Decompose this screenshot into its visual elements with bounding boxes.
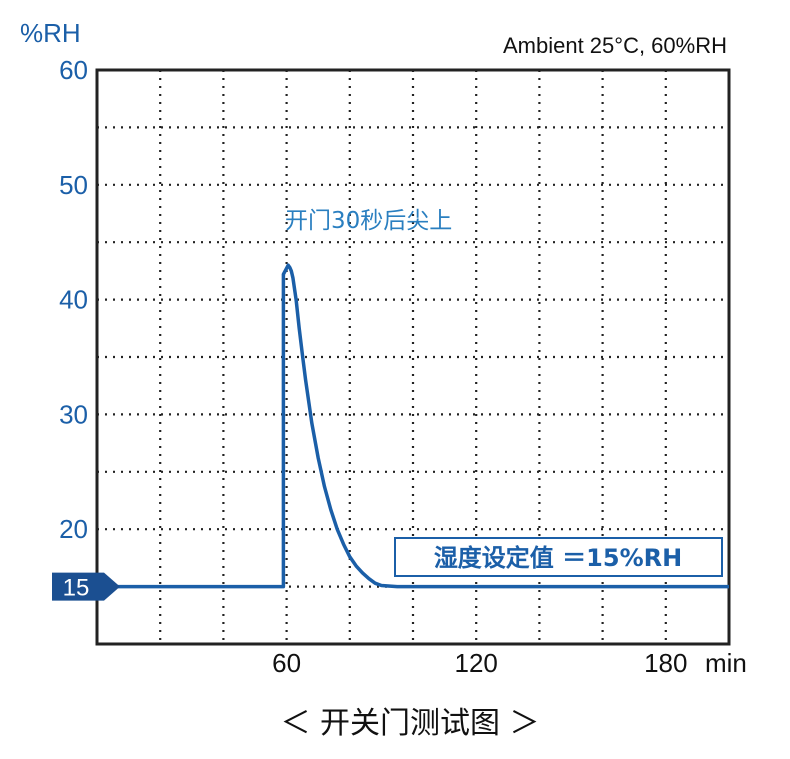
setpoint-marker-arrow bbox=[52, 572, 120, 601]
setpoint-box bbox=[394, 537, 723, 577]
x-axis-unit-label: min bbox=[705, 648, 747, 678]
y-tick-label: 50 bbox=[59, 170, 88, 200]
y-tick-label: 60 bbox=[59, 55, 88, 85]
setpoint-callout: 湿度设定值 ＝15%RH bbox=[394, 537, 723, 577]
y-tick-label: 20 bbox=[59, 514, 88, 544]
chart-caption: ＜ 开关门测试图 ＞ bbox=[280, 706, 539, 741]
humidity-series-line bbox=[97, 263, 729, 589]
y-tick-label: 30 bbox=[59, 399, 88, 429]
ambient-condition-note: Ambient 25°C, 60%RH bbox=[503, 33, 727, 58]
y-axis-unit-label: %RH bbox=[20, 18, 81, 48]
y-tick-label: 40 bbox=[59, 285, 88, 315]
x-tick-label: 180 bbox=[644, 648, 687, 678]
x-tick-labels: 60 120 180 bbox=[272, 648, 687, 678]
x-tick-label: 120 bbox=[455, 648, 498, 678]
plot-frame bbox=[95, 68, 731, 646]
setpoint-label: 湿度设定值 ＝15%RH bbox=[434, 544, 682, 572]
y-tick-labels: 20 30 40 50 60 bbox=[59, 55, 88, 544]
setpoint-marker-label: 15 bbox=[63, 575, 90, 602]
peak-annotation: 开门30秒后尖上 bbox=[285, 208, 452, 234]
setpoint-marker: 15 bbox=[52, 572, 120, 602]
x-tick-label: 60 bbox=[272, 648, 301, 678]
